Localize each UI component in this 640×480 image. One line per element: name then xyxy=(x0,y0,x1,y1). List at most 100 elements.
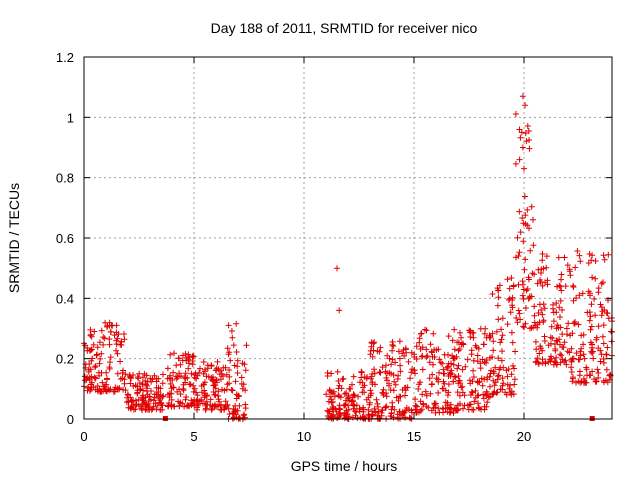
data-point xyxy=(568,369,575,375)
y-axis-label: SRMTID / TECUs xyxy=(6,183,22,293)
data-point xyxy=(165,403,172,410)
data-point xyxy=(489,354,496,360)
data-point xyxy=(521,165,527,172)
data-point xyxy=(508,371,515,378)
data-point xyxy=(515,307,522,314)
data-point xyxy=(87,387,93,394)
data-point xyxy=(543,264,550,271)
data-point xyxy=(412,402,419,409)
data-point xyxy=(228,386,235,393)
data-point xyxy=(386,369,393,376)
data-point xyxy=(402,407,409,414)
data-point xyxy=(397,368,404,375)
x-tick-label: 5 xyxy=(190,429,197,444)
data-point xyxy=(569,378,576,385)
data-point xyxy=(325,398,332,405)
data-point xyxy=(376,348,383,355)
data-point xyxy=(113,329,120,336)
data-point xyxy=(371,366,377,373)
data-point xyxy=(117,358,124,365)
data-point xyxy=(107,354,114,361)
data-point xyxy=(224,345,231,352)
data-point xyxy=(591,296,598,302)
data-point xyxy=(482,325,489,332)
data-point xyxy=(498,357,505,364)
data-point xyxy=(363,396,370,403)
data-point xyxy=(150,403,157,410)
data-point xyxy=(229,387,236,394)
data-point xyxy=(185,365,192,372)
data-point xyxy=(583,364,590,371)
data-point xyxy=(233,320,240,327)
data-point xyxy=(595,289,602,296)
data-point xyxy=(504,276,511,283)
data-point xyxy=(423,327,430,334)
data-point xyxy=(96,360,103,367)
data-point xyxy=(472,342,479,349)
data-point xyxy=(384,377,390,384)
data-point xyxy=(558,276,564,283)
data-point xyxy=(191,371,198,378)
data-point xyxy=(353,409,360,415)
data-point xyxy=(160,393,167,399)
data-point xyxy=(480,395,487,402)
data-point xyxy=(576,292,583,299)
data-point xyxy=(522,102,529,109)
data-point xyxy=(587,292,593,299)
data-point xyxy=(449,337,456,344)
data-point xyxy=(106,336,113,342)
data-point xyxy=(557,351,564,358)
data-point xyxy=(424,353,431,359)
data-point xyxy=(500,364,507,371)
data-point xyxy=(334,414,340,421)
data-point xyxy=(483,360,489,366)
data-point xyxy=(457,400,463,407)
data-point xyxy=(559,356,566,363)
data-point xyxy=(587,313,594,320)
data-point xyxy=(209,377,216,384)
data-point xyxy=(556,282,563,289)
data-point xyxy=(193,389,200,396)
data-point xyxy=(413,343,420,350)
data-point xyxy=(607,372,614,379)
data-point xyxy=(476,378,483,385)
data-point xyxy=(531,303,538,310)
data-point xyxy=(507,382,514,389)
y-tick-label: 1.2 xyxy=(56,50,74,65)
data-point xyxy=(440,378,447,385)
data-point xyxy=(94,383,101,389)
data-point xyxy=(390,372,397,378)
data-point xyxy=(221,406,228,413)
data-point xyxy=(338,385,345,392)
data-point xyxy=(193,375,200,382)
y-tick-label: 0 xyxy=(67,412,74,427)
data-point xyxy=(442,387,449,394)
data-point xyxy=(495,372,502,379)
data-point xyxy=(553,337,560,344)
data-point xyxy=(232,409,239,415)
data-point xyxy=(600,322,607,329)
data-point xyxy=(451,326,458,333)
data-point xyxy=(564,262,571,269)
data-point xyxy=(394,376,401,382)
data-point xyxy=(454,365,461,372)
data-point xyxy=(171,403,177,410)
data-point xyxy=(197,365,203,372)
data-point xyxy=(411,351,418,358)
data-point xyxy=(477,365,484,372)
data-point xyxy=(333,408,340,415)
data-point xyxy=(196,369,203,376)
data-point xyxy=(341,391,348,397)
data-point xyxy=(379,406,385,413)
data-point xyxy=(498,326,505,333)
data-point xyxy=(568,345,575,352)
data-point xyxy=(450,355,457,362)
data-point xyxy=(524,206,531,213)
data-point xyxy=(514,319,521,326)
data-point xyxy=(553,309,560,316)
data-point xyxy=(491,382,498,389)
data-point xyxy=(232,402,239,409)
data-point xyxy=(484,399,491,406)
data-point xyxy=(334,368,341,375)
data-point xyxy=(134,383,141,390)
